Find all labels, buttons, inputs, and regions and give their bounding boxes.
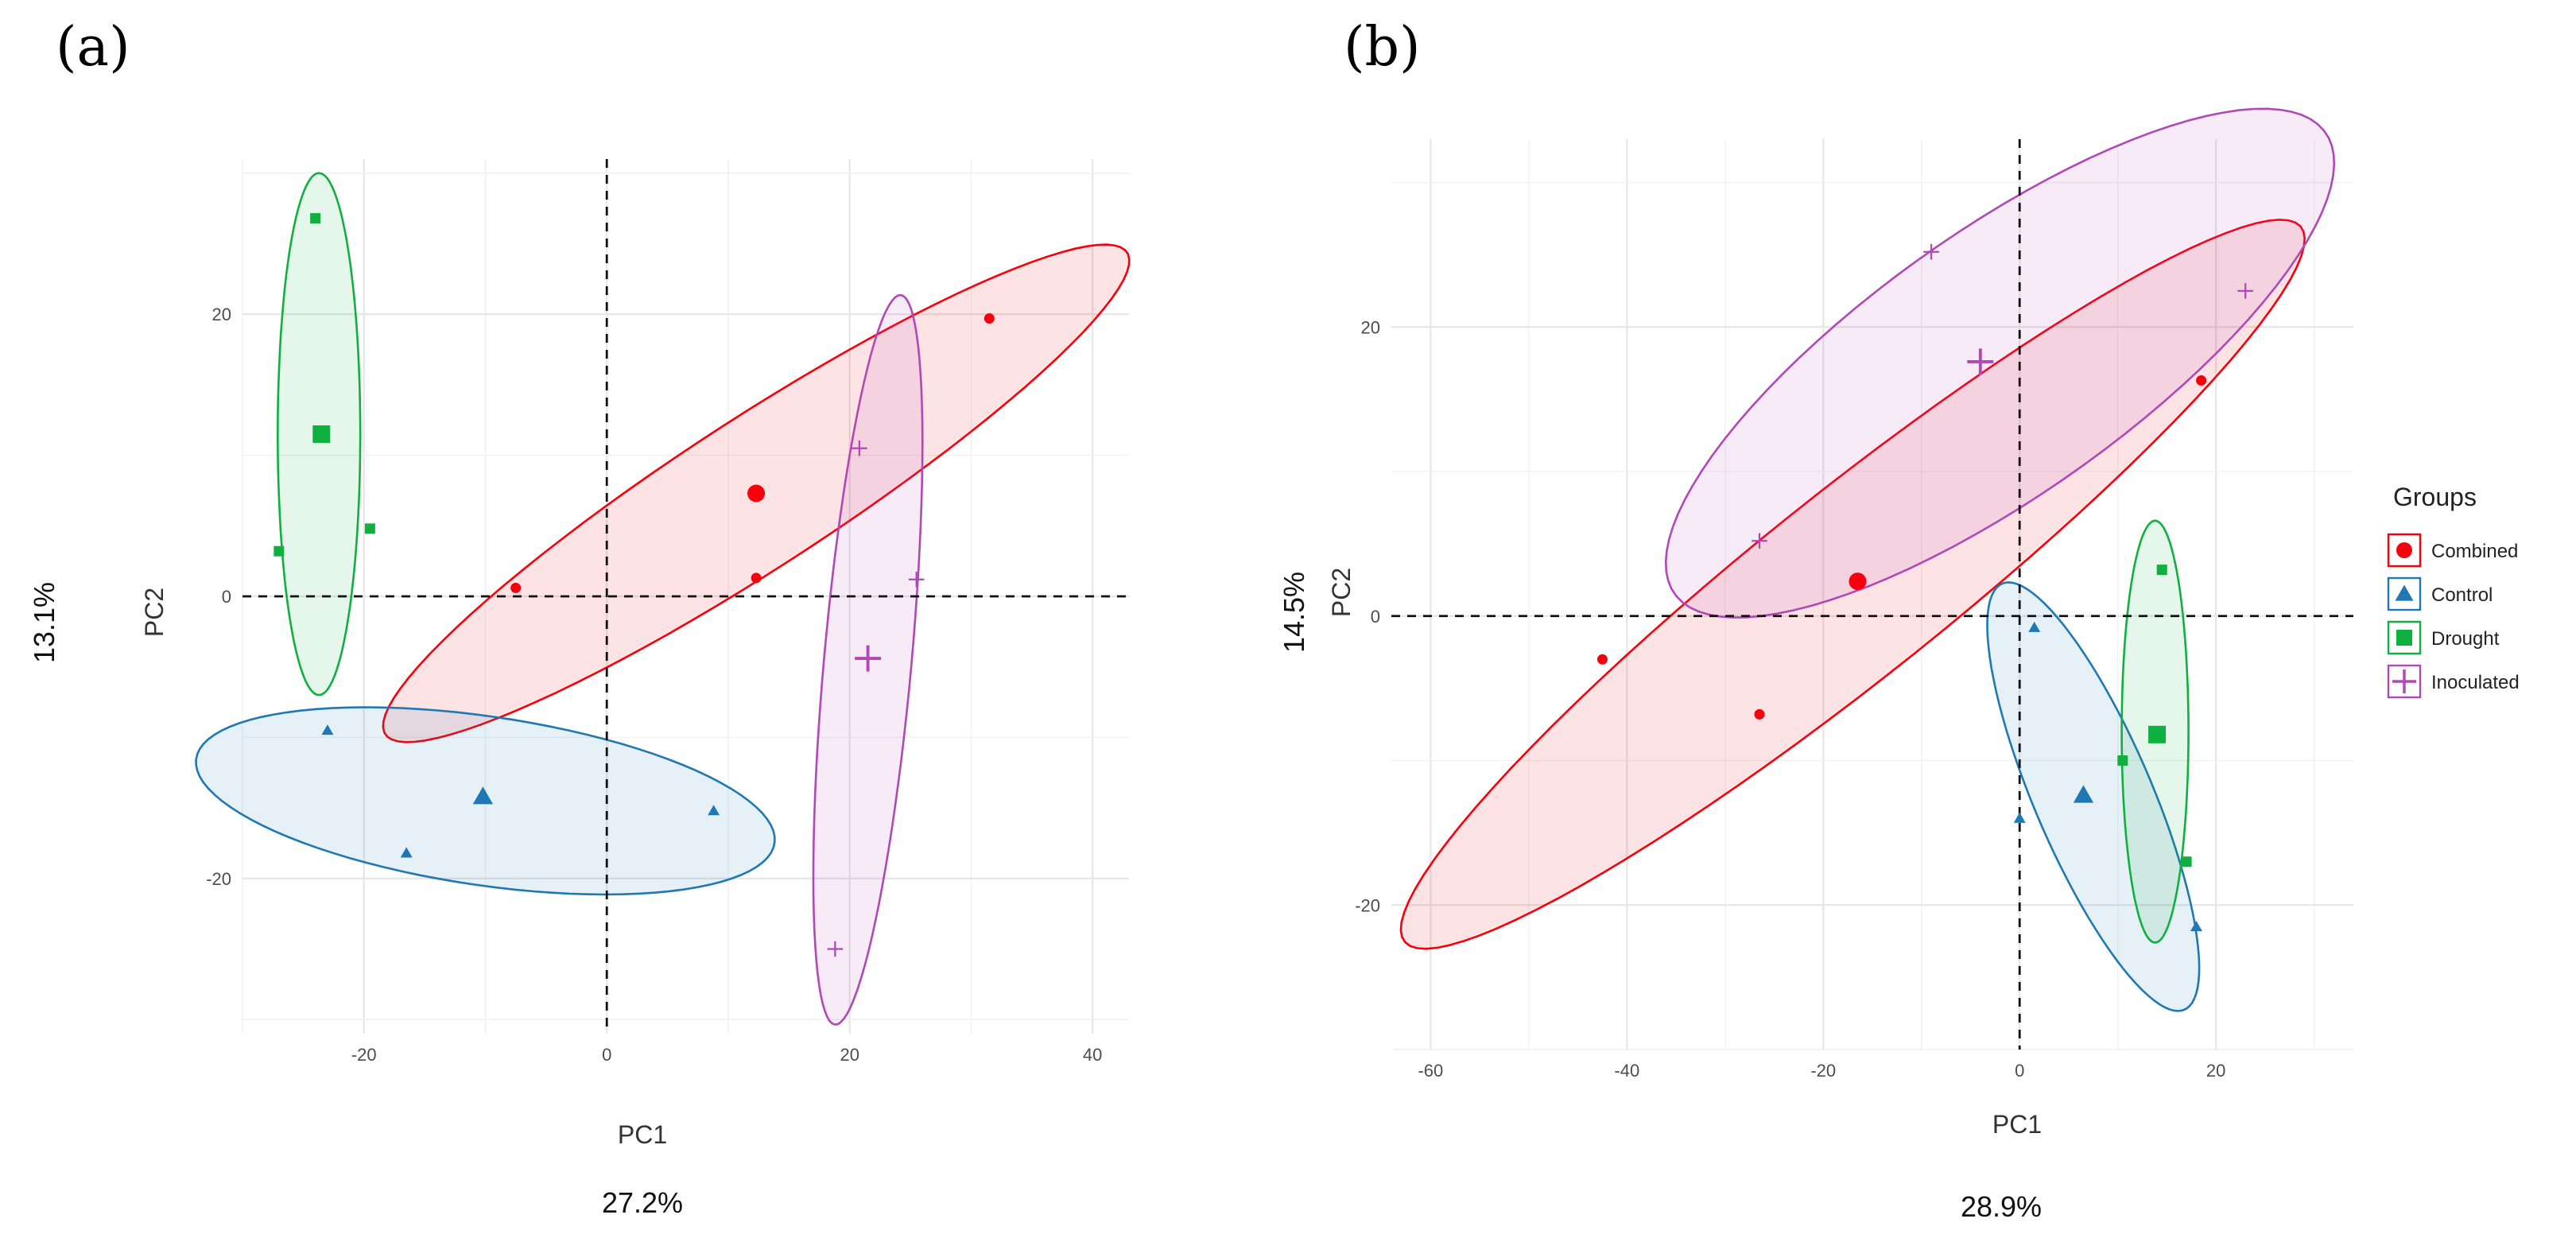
panel-b-gridlines — [1391, 139, 2353, 1050]
panel-a-point-combined — [983, 312, 995, 324]
legend-title: Groups — [2393, 483, 2477, 511]
panel-a-centroid-drought — [312, 425, 331, 443]
panel-b-x-tick-label: -40 — [1614, 1061, 1639, 1081]
panel-b-centroid-inoculated — [1967, 348, 1994, 375]
panel-a-point-drought — [274, 545, 285, 557]
panel-a-plot: -20 0 20 40 -20 0 20 — [195, 159, 1131, 1065]
panel-b-ellipse-inoculated — [1664, 107, 2336, 619]
panel-b: (b) -60 -40 -20 0 20 -20 0 20 PC1 PC2 28.9% 14.… — [1278, 16, 2353, 1223]
panel-b-y-axis-title: PC2 — [1327, 568, 1356, 617]
panel-b-x-tick-label: -60 — [1418, 1061, 1443, 1081]
panel-a-x-variance: 27.2% — [602, 1186, 683, 1219]
panel-a-y-axis-title: PC2 — [140, 588, 169, 637]
panel-a-point-drought — [310, 213, 321, 224]
panel-b-y-tick-label: -20 — [1355, 895, 1380, 915]
legend-item-control: Control — [2387, 576, 2493, 611]
panel-a-point-inoculated — [827, 941, 844, 957]
panel-b-ellipse-control — [1986, 581, 2201, 1012]
legend-item-combined: Combined — [2387, 533, 2518, 568]
panel-a-x-tick-label: 20 — [840, 1045, 859, 1065]
panel-b-plot: -60 -40 -20 0 20 -20 0 20 — [1355, 107, 2353, 1081]
legend-label: Drought — [2431, 628, 2500, 650]
panel-a-y-tick-label: 0 — [222, 587, 231, 607]
legend-items: Combined Control Drought Inoculated — [2387, 533, 2520, 699]
panel-a-point-inoculated — [852, 440, 867, 456]
panel-b-centroid-drought — [2148, 725, 2167, 743]
panel-b-point-inoculated — [1752, 533, 1767, 549]
legend-key-box — [2387, 576, 2422, 611]
panel-a-label: (a) — [56, 16, 130, 79]
panel-a-centroid-control — [472, 786, 494, 805]
panel-b-y-variance: 14.5% — [1278, 572, 1310, 653]
panel-b-point-combined — [1596, 654, 1608, 665]
panel-b-x-axis-title: PC1 — [1992, 1110, 2042, 1139]
panel-a-x-tick-label: 40 — [1083, 1045, 1102, 1065]
panel-a-x-tick-label: 0 — [602, 1045, 611, 1065]
panel-a-centroid-combined — [747, 484, 766, 503]
panel-a-y-variance: 13.1% — [28, 582, 60, 663]
panel-a-x-tick-label: -20 — [351, 1045, 377, 1065]
panel-b-point-control — [2028, 621, 2041, 632]
legend-item-drought: Drought — [2387, 620, 2500, 655]
panel-b-y-tick-label: 20 — [1361, 317, 1380, 337]
panel-a: (a) -20 0 20 40 -20 0 20 PC1 PC2 27.2% 13.1% — [28, 16, 1131, 1219]
panel-a-point-control — [708, 805, 720, 816]
panel-b-point-control — [2190, 921, 2202, 932]
legend-label: Control — [2431, 584, 2493, 606]
panel-b-point-combined — [2196, 375, 2207, 386]
panel-a-y-tick-label: 20 — [212, 305, 231, 324]
legend-label: Inoculated — [2431, 672, 2520, 693]
panel-b-x-tick-label: 20 — [2206, 1061, 2225, 1081]
panel-b-point-drought — [2156, 565, 2167, 576]
panel-a-point-drought — [364, 523, 375, 534]
panel-b-point-inoculated — [2237, 283, 2253, 299]
panel-b-point-drought — [2117, 755, 2128, 766]
panel-b-point-combined — [1754, 708, 1765, 720]
panel-a-y-tick-label: -20 — [206, 869, 231, 889]
panel-b-x-tick-label: 0 — [2015, 1061, 2024, 1081]
legend-square-icon — [2396, 630, 2412, 646]
legend-label: Combined — [2431, 541, 2518, 562]
panel-b-point-drought — [2181, 856, 2192, 867]
legend-circle-icon — [2396, 542, 2412, 558]
panel-a-point-control — [321, 724, 334, 735]
panel-a-point-combined — [510, 582, 522, 593]
panel-b-x-tick-label: -20 — [1810, 1061, 1836, 1081]
panel-b-y-tick-label: 0 — [1371, 607, 1380, 627]
panel-a-centroid-inoculated — [855, 645, 882, 672]
panel-b-centroid-control — [2073, 785, 2094, 803]
legend: Groups Combined Control Drought Inoculated — [2387, 483, 2520, 699]
panel-b-centroid-combined — [1849, 572, 1867, 591]
panel-a-x-axis-title: PC1 — [618, 1120, 667, 1149]
panel-b-point-inoculated — [1923, 244, 1939, 260]
panel-b-point-control — [2013, 812, 2026, 823]
panel-a-point-inoculated — [908, 571, 925, 588]
panel-a-point-combined — [751, 572, 762, 584]
legend-triangle-icon — [2395, 584, 2414, 601]
legend-plus-icon — [2392, 669, 2416, 693]
panel-b-label: (b) — [1344, 16, 1421, 79]
panel-b-x-variance: 28.9% — [1961, 1190, 2042, 1223]
panel-a-point-control — [400, 847, 413, 858]
legend-item-inoculated: Inoculated — [2387, 664, 2520, 699]
